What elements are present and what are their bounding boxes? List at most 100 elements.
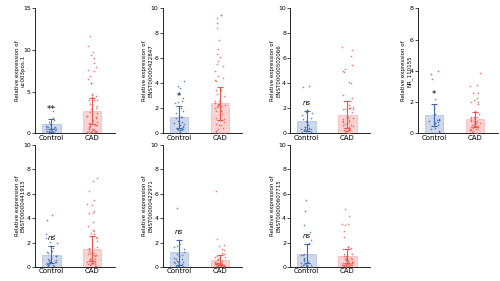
Point [340,264,348,269]
Point [88,127,96,131]
Point [213,26,221,31]
Point [175,246,183,251]
Point [348,106,356,111]
Point [49,116,57,121]
Point [344,245,352,250]
Point [92,123,100,128]
Point [214,104,222,108]
Point [339,260,347,265]
Point [91,264,99,269]
Text: ns: ns [302,100,310,106]
Point [47,122,55,126]
Text: ns: ns [48,235,56,241]
Point [300,259,308,264]
Point [300,117,308,122]
Point [90,209,98,213]
Point [180,79,188,83]
Point [431,97,439,102]
Point [470,97,478,102]
Point [348,259,356,264]
Point [304,122,312,127]
Point [218,259,226,263]
Point [84,44,92,48]
Point [213,262,221,266]
Point [302,129,310,133]
Point [344,258,352,262]
Point [348,260,356,265]
Point [220,243,228,248]
Point [174,260,182,264]
Point [92,235,100,240]
Point [344,127,352,132]
Point [178,120,186,124]
Point [298,112,306,117]
Point [306,230,314,235]
Point [221,103,229,107]
Point [88,107,96,111]
Point [342,263,349,268]
Point [470,122,478,126]
Point [346,106,354,110]
Point [84,247,92,251]
Point [50,264,58,269]
Point [214,21,222,26]
Point [213,52,221,56]
Point [213,258,221,263]
Point [216,102,224,106]
Point [178,126,186,131]
Point [88,118,96,123]
Point [43,262,51,267]
Point [212,108,220,113]
Point [91,260,99,264]
Point [179,109,187,114]
Point [88,261,96,265]
Point [94,104,102,108]
Point [474,124,482,128]
Point [307,130,315,135]
Point [87,130,95,135]
Y-axis label: Relative expression of
ENST00000607715: Relative expression of ENST00000607715 [270,176,281,236]
Point [90,228,98,233]
Point [86,231,94,235]
Point [174,92,182,96]
Point [48,260,56,265]
Point [178,257,186,261]
Point [44,263,52,268]
Point [49,263,57,268]
Point [428,76,436,81]
Point [466,126,474,131]
Text: *: * [432,90,436,99]
Point [52,241,60,245]
Point [472,120,480,125]
Point [470,118,478,123]
Point [220,263,228,268]
Point [297,253,305,257]
Point [342,261,350,266]
Text: ns: ns [302,233,310,239]
Point [94,122,102,127]
Point [308,263,316,268]
Point [88,95,96,99]
Point [348,257,356,262]
Point [84,245,92,250]
Point [434,117,442,122]
Point [344,221,352,226]
Point [305,240,313,245]
Point [300,223,308,228]
Point [212,122,220,126]
Point [87,81,95,86]
Point [90,262,98,267]
Point [342,129,349,133]
Point [83,114,91,118]
Point [84,130,92,134]
Point [48,128,56,132]
Point [179,125,187,130]
Point [43,129,51,133]
Point [340,251,347,256]
Point [345,125,353,130]
Point [346,128,354,133]
Point [301,208,309,213]
Point [302,261,310,266]
Point [343,116,351,120]
Point [211,260,219,264]
